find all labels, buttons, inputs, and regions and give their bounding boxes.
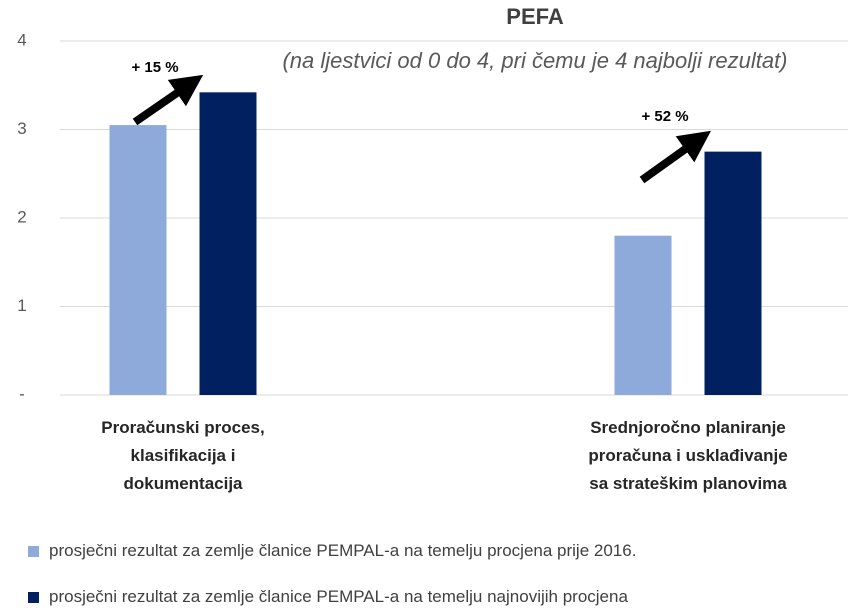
legend-label: prosječni rezultat za zemlje članice PEM… [49, 541, 637, 560]
legend-item: prosječni rezultat za zemlje članice PEM… [28, 541, 636, 561]
bar [109, 125, 167, 395]
chart-subtitle: (na ljestvici od 0 do 4, pri čemu je 4 n… [282, 48, 787, 73]
legend-item: prosječni rezultat za zemlje članice PEM… [28, 587, 628, 607]
arrow [639, 130, 712, 184]
arrow [132, 74, 204, 126]
bar [614, 235, 672, 395]
annotation: + 52 % [641, 108, 688, 125]
annotation: + 15 % [131, 59, 178, 76]
y-tick-label: 3 [17, 119, 26, 138]
chart-title: PEFA [506, 4, 564, 29]
legend-swatch [28, 545, 39, 557]
y-tick-label: 2 [17, 207, 26, 226]
y-tick-label: 4 [17, 30, 26, 49]
legend-label: prosječni rezultat za zemlje članice PEM… [49, 587, 628, 606]
x-tick-label: Srednjoročno planiranje proračuna i uskl… [588, 418, 788, 493]
y-tick-label: - [19, 384, 25, 403]
legend-swatch [28, 591, 39, 603]
bar [704, 151, 762, 395]
x-tick-label: Proračunski proces, klasifikacija i doku… [101, 418, 265, 493]
y-tick-label: 1 [17, 296, 26, 315]
bar [199, 92, 257, 395]
